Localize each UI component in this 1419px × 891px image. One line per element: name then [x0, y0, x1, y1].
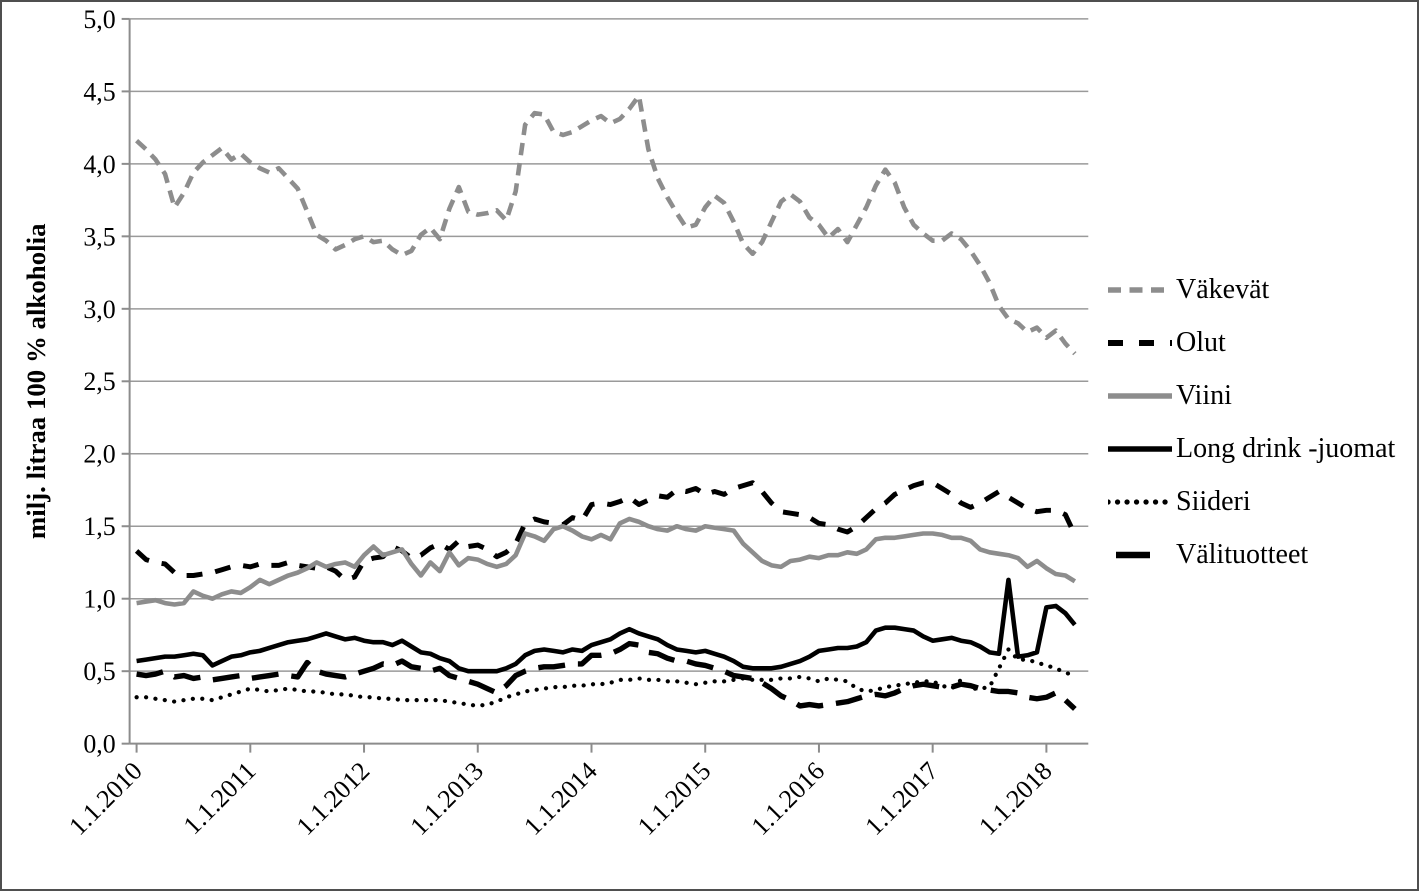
legend-label: Välituotteet: [1176, 538, 1309, 570]
siideri-line-icon: [1108, 498, 1172, 505]
svg-text:3,5: 3,5: [83, 222, 115, 251]
olut-line-icon: [1108, 339, 1172, 346]
svg-text:4,0: 4,0: [83, 150, 115, 179]
svg-text:1.1.2016: 1.1.2016: [746, 756, 831, 841]
svg-text:1.1.2017: 1.1.2017: [859, 756, 944, 841]
svg-text:2,5: 2,5: [83, 367, 115, 396]
legend-item-long-drink: Long drink -juomat: [1108, 422, 1395, 475]
svg-text:0,5: 0,5: [83, 657, 115, 686]
legend-label: Siideri: [1176, 485, 1251, 517]
svg-text:0,0: 0,0: [83, 730, 115, 759]
legend: Väkevät Olut Viini Long drink -juomat Si…: [1108, 263, 1395, 581]
svg-text:milj. litraa 100 % alkoholia: milj. litraa 100 % alkoholia: [21, 223, 51, 539]
svg-text:3,0: 3,0: [83, 295, 115, 324]
svg-text:1.1.2014: 1.1.2014: [518, 756, 603, 841]
legend-label: Olut: [1176, 326, 1226, 358]
legend-item-siideri: Siideri: [1108, 475, 1395, 528]
svg-text:1.1.2018: 1.1.2018: [973, 756, 1058, 841]
legend-label: Long drink -juomat: [1176, 432, 1396, 464]
svg-text:1.1.2010: 1.1.2010: [63, 756, 148, 841]
svg-text:1.1.2011: 1.1.2011: [178, 756, 262, 840]
svg-text:4,5: 4,5: [83, 77, 115, 106]
svg-text:1.1.2015: 1.1.2015: [632, 756, 717, 841]
valituotteet-line-icon: [1108, 551, 1172, 558]
long-drink-line-icon: [1108, 445, 1172, 452]
legend-item-vakevat: Väkevät: [1108, 263, 1395, 316]
svg-text:1.1.2013: 1.1.2013: [404, 756, 489, 841]
legend-item-valituotteet: Välituotteet: [1108, 528, 1395, 581]
svg-text:1,0: 1,0: [83, 585, 115, 614]
svg-text:1,5: 1,5: [83, 512, 115, 541]
legend-item-viini: Viini: [1108, 369, 1395, 422]
legend-item-olut: Olut: [1108, 316, 1395, 369]
legend-label: Väkevät: [1176, 273, 1270, 305]
svg-text:2,0: 2,0: [83, 440, 115, 469]
viini-line-icon: [1108, 392, 1172, 399]
legend-label: Viini: [1176, 379, 1232, 411]
vakevat-line-icon: [1108, 286, 1172, 293]
svg-text:1.1.2012: 1.1.2012: [291, 756, 376, 841]
svg-text:5,0: 5,0: [83, 5, 115, 34]
